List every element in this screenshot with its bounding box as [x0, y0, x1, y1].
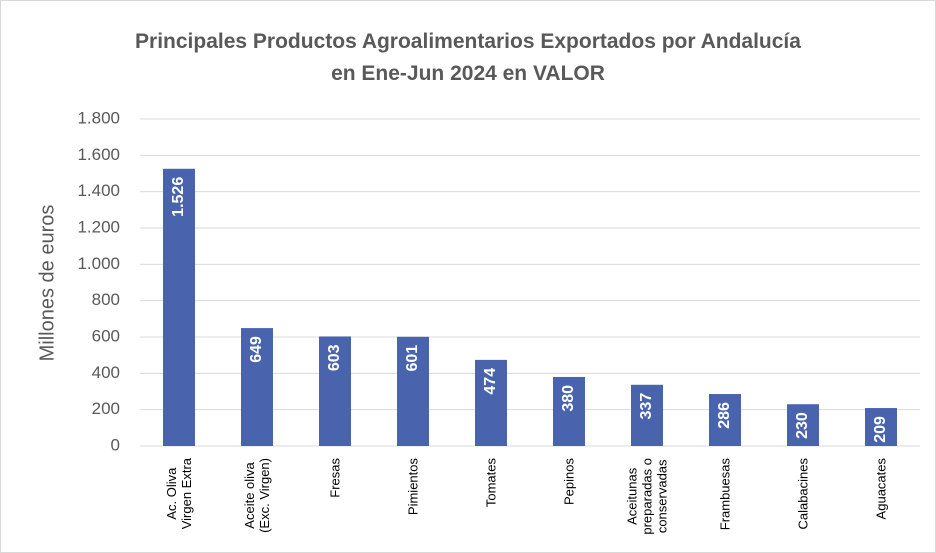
y-tick-label: 1.800 [77, 108, 120, 127]
x-tick-label: Aguacates [873, 458, 889, 520]
bar [163, 168, 195, 446]
y-tick-label: 1.600 [77, 145, 120, 164]
bar [631, 384, 663, 446]
value-label: 601 [404, 345, 421, 372]
bar [865, 408, 897, 446]
x-tick-label: Aceite oliva (Exc. Virgen) [242, 458, 272, 533]
value-label: 1.526 [170, 177, 187, 217]
bar [553, 376, 585, 446]
bar [475, 359, 507, 446]
bar [397, 336, 429, 446]
value-label: 474 [482, 368, 499, 395]
y-tick-label: 400 [92, 363, 120, 382]
bar [319, 336, 351, 446]
bar [241, 328, 273, 446]
value-label: 380 [560, 385, 577, 412]
x-tick-label: Aceitunas preparadas o conservadas [624, 458, 670, 535]
value-label: 209 [872, 416, 889, 443]
chart-title: Principales Productos Agroalimentarios E… [135, 30, 801, 85]
x-tick-label: Fresas [327, 458, 343, 498]
bar [709, 394, 741, 446]
value-label: 286 [716, 402, 733, 429]
x-tick-label: Pepinos [561, 458, 577, 505]
x-tick-label: Tomates [483, 458, 499, 508]
value-label: 649 [248, 336, 265, 363]
y-tick-label: 1.200 [77, 217, 120, 236]
x-tick-label: Frambuesas [717, 458, 733, 531]
value-label: 337 [638, 393, 655, 420]
y-tick-label: 800 [92, 290, 120, 309]
bar [787, 404, 819, 446]
x-tick-label: Pimientos [405, 458, 421, 516]
y-tick-label: 1.000 [77, 254, 120, 273]
value-label: 230 [794, 412, 811, 439]
x-tick-label: Calabacines [795, 458, 811, 530]
y-tick-label: 0 [111, 435, 120, 454]
y-tick-label: 200 [92, 399, 120, 418]
y-tick-label: 600 [92, 326, 120, 345]
value-label: 603 [326, 344, 343, 371]
y-tick-label: 1.400 [77, 181, 120, 200]
x-tick-label: Ac. Oliva Virgen Extra [164, 458, 194, 530]
